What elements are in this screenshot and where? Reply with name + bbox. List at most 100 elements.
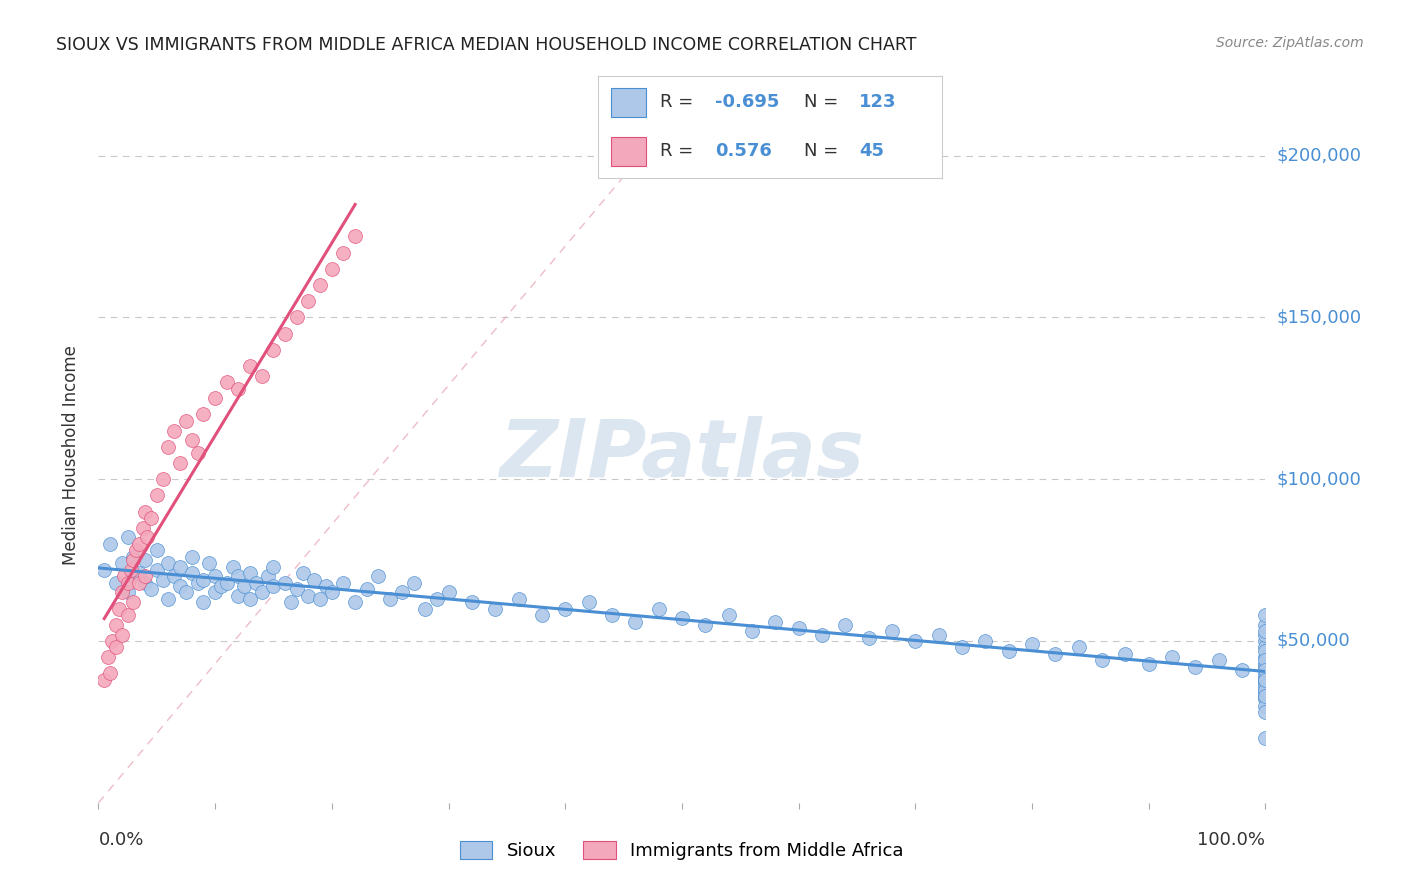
Point xyxy=(508,591,530,606)
Point xyxy=(1254,640,1277,655)
Point xyxy=(321,585,343,599)
Point xyxy=(204,585,226,599)
Text: -0.695: -0.695 xyxy=(714,93,779,111)
Y-axis label: Median Household Income: Median Household Income xyxy=(62,345,80,565)
Point xyxy=(157,440,180,454)
Point xyxy=(1067,640,1090,655)
Point xyxy=(741,624,763,639)
Point xyxy=(554,601,576,615)
Point xyxy=(122,553,145,567)
Point xyxy=(1254,673,1277,687)
Point xyxy=(437,585,460,599)
Point xyxy=(1254,673,1277,687)
Point xyxy=(1254,624,1277,639)
Point xyxy=(134,575,156,590)
Point xyxy=(93,673,115,687)
Point xyxy=(717,608,740,623)
Bar xyxy=(612,88,645,117)
Point xyxy=(250,585,273,599)
Point xyxy=(1254,627,1277,641)
Point xyxy=(1045,647,1067,661)
Point xyxy=(215,575,238,590)
Point xyxy=(291,566,314,580)
Point xyxy=(1091,653,1114,667)
Point xyxy=(356,582,378,597)
Point xyxy=(484,601,506,615)
Point xyxy=(256,569,278,583)
Point xyxy=(239,359,262,373)
Point xyxy=(763,615,786,629)
Point xyxy=(1254,634,1277,648)
Point xyxy=(461,595,484,609)
Point xyxy=(169,456,191,470)
Point xyxy=(391,585,413,599)
Point xyxy=(134,504,156,518)
Point xyxy=(193,573,215,587)
Point xyxy=(233,579,256,593)
Point xyxy=(180,566,202,580)
Point xyxy=(187,575,209,590)
Point xyxy=(97,650,120,665)
Point xyxy=(1254,643,1277,657)
Point xyxy=(228,589,250,603)
Point xyxy=(136,531,159,545)
Point xyxy=(402,575,425,590)
Point xyxy=(104,640,127,655)
Point xyxy=(950,640,973,655)
Point xyxy=(1254,692,1277,706)
Point xyxy=(1021,637,1043,651)
Point xyxy=(146,543,169,558)
Point xyxy=(1254,660,1277,674)
Point xyxy=(152,573,174,587)
Text: 123: 123 xyxy=(859,93,897,111)
Point xyxy=(834,617,856,632)
Text: N =: N = xyxy=(804,93,838,111)
Point xyxy=(880,624,903,639)
Point xyxy=(1254,705,1277,719)
Point xyxy=(163,424,186,438)
Point xyxy=(132,521,155,535)
Point xyxy=(169,579,191,593)
Point xyxy=(122,549,145,564)
Point xyxy=(180,434,202,448)
Point xyxy=(344,229,367,244)
Point xyxy=(117,575,139,590)
Point xyxy=(928,627,950,641)
Point xyxy=(1254,731,1277,745)
Point xyxy=(215,375,238,389)
Point xyxy=(174,585,197,599)
Point xyxy=(198,557,221,571)
Point xyxy=(122,569,145,583)
Point xyxy=(239,591,262,606)
Point xyxy=(163,569,186,583)
Point xyxy=(671,611,693,625)
Point xyxy=(1254,670,1277,684)
Point xyxy=(152,472,174,486)
Point xyxy=(262,343,284,357)
Point xyxy=(111,627,134,641)
Point xyxy=(600,608,623,623)
Point xyxy=(1254,679,1277,693)
Point xyxy=(122,595,145,609)
Point xyxy=(146,563,169,577)
Point xyxy=(1254,608,1277,623)
Point xyxy=(204,392,226,406)
Point xyxy=(128,537,150,551)
Point xyxy=(309,591,332,606)
Point xyxy=(262,579,284,593)
Text: $100,000: $100,000 xyxy=(1277,470,1361,488)
Text: R =: R = xyxy=(659,93,693,111)
Point xyxy=(530,608,553,623)
Point xyxy=(304,573,326,587)
Point xyxy=(117,585,139,599)
Point xyxy=(974,634,997,648)
Point xyxy=(101,634,124,648)
Point xyxy=(125,543,148,558)
Point xyxy=(1208,653,1230,667)
Point xyxy=(104,575,127,590)
Point xyxy=(997,643,1019,657)
Point xyxy=(193,408,215,422)
Point xyxy=(98,666,121,681)
Point xyxy=(239,566,262,580)
Point xyxy=(1254,653,1277,667)
